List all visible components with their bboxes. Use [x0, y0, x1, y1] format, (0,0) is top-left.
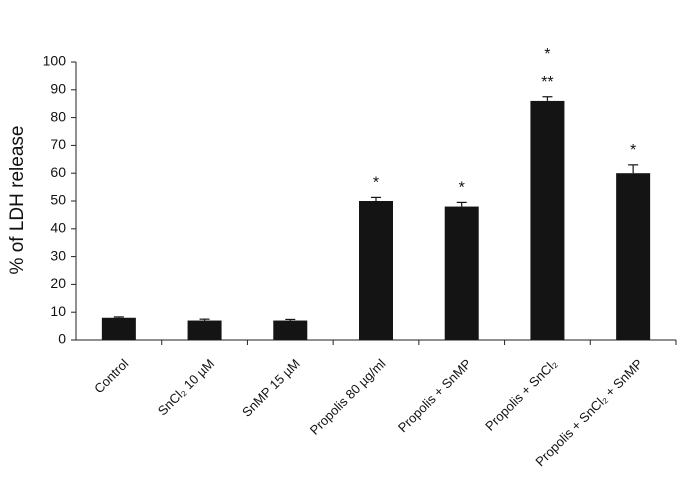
bar — [530, 100, 565, 340]
y-tick-label: 20 — [50, 275, 66, 291]
y-tick-label: 100 — [43, 53, 67, 69]
x-tick-label: Control — [91, 356, 131, 396]
annotation: * — [544, 46, 550, 63]
annotation: * — [373, 175, 379, 192]
bar — [273, 320, 308, 340]
x-tick-label: SnCl₂ 10 µM — [155, 356, 217, 418]
x-tick-label: Propolis + SnCl₂ — [482, 356, 560, 434]
annotation: * — [630, 142, 636, 159]
bar — [444, 206, 479, 340]
y-tick-label: 30 — [50, 247, 66, 263]
y-tick-label: 40 — [50, 220, 66, 236]
y-tick-label: 50 — [50, 192, 66, 208]
x-tick-label: Propolis 80 µg/ml — [307, 356, 389, 438]
bar — [187, 320, 222, 340]
bar — [101, 317, 136, 340]
y-tick-label: 10 — [50, 303, 66, 319]
x-tick-label: SnMP 15 µM — [239, 356, 303, 420]
annotation: * — [459, 180, 465, 197]
y-tick-label: 0 — [58, 331, 66, 347]
y-tick-label: 70 — [50, 136, 66, 152]
y-tick-label: 60 — [50, 164, 66, 180]
y-tick-label: 90 — [50, 81, 66, 97]
bar — [359, 201, 393, 340]
x-tick-label: Propolis + SnMP — [395, 356, 474, 435]
y-axis-label: % of LDH release — [7, 126, 28, 275]
annotation: ** — [541, 74, 553, 91]
bar — [616, 173, 651, 340]
y-tick-label: 80 — [50, 108, 66, 124]
